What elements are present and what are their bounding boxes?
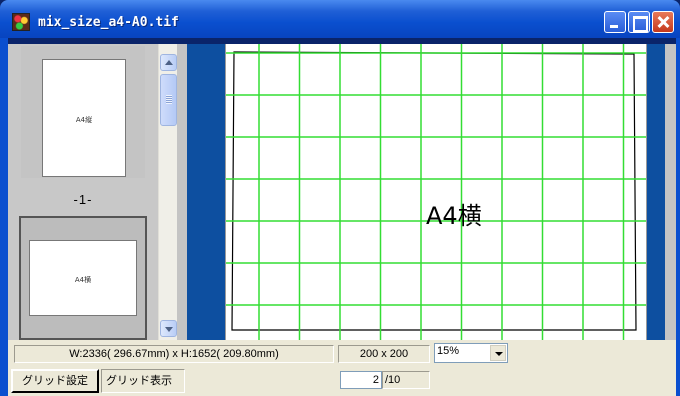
title-bar[interactable]: mix_size_a4-A0.tif [0,0,680,38]
toolbar-bottom: グリッド設定 グリッド表示 2 /10 [8,366,676,396]
maximize-button[interactable] [628,11,650,33]
thumbnail-panel: A4縦 -1- A4横 [8,44,158,340]
page-border [231,51,637,331]
thumbnail-label: A4縦 [75,116,93,124]
close-button[interactable] [652,11,674,33]
thumbnail-label: A4横 [74,276,92,284]
minimize-button[interactable] [604,11,626,33]
page-content-text: A4横 [426,202,482,230]
window-border-right [676,38,680,396]
chevron-down-icon[interactable] [490,345,506,361]
window-title: mix_size_a4-A0.tif [38,15,179,30]
image-dimensions: W:2336( 296.67mm) x H:1652( 209.80mm) [14,345,334,363]
window-border-left [0,38,8,396]
viewer-background: A4横 [187,44,665,340]
page-number-input[interactable]: 2 [340,371,382,389]
status-bar: W:2336( 296.67mm) x H:1652( 209.80mm) 20… [8,340,676,366]
image-viewer[interactable]: A4横 [177,44,676,340]
zoom-select[interactable]: 15% [434,343,508,363]
grid-settings-button[interactable]: グリッド設定 [11,369,99,393]
scroll-up-icon[interactable] [160,54,177,71]
preview-page: A4横 [225,44,647,340]
thumbnail-image: A4縦 [42,59,126,177]
grid-display-toggle[interactable]: グリッド表示 [101,369,185,393]
app-icon[interactable] [12,13,30,31]
thumbnail-page-number: -1- [73,192,93,207]
thumbnail-scrollbar[interactable] [158,44,177,340]
zoom-value: 15% [437,345,460,357]
page-total: /10 [382,371,430,389]
thumbnail-image: A4横 [29,240,137,316]
thumbnail-page-2[interactable]: A4横 [19,216,147,340]
scroll-thumb[interactable] [160,74,177,126]
scroll-down-icon[interactable] [160,320,177,337]
grid-overlay [226,44,646,340]
thumbnail-page-1[interactable]: A4縦 [21,46,145,178]
grid-size: 200 x 200 [338,345,430,363]
